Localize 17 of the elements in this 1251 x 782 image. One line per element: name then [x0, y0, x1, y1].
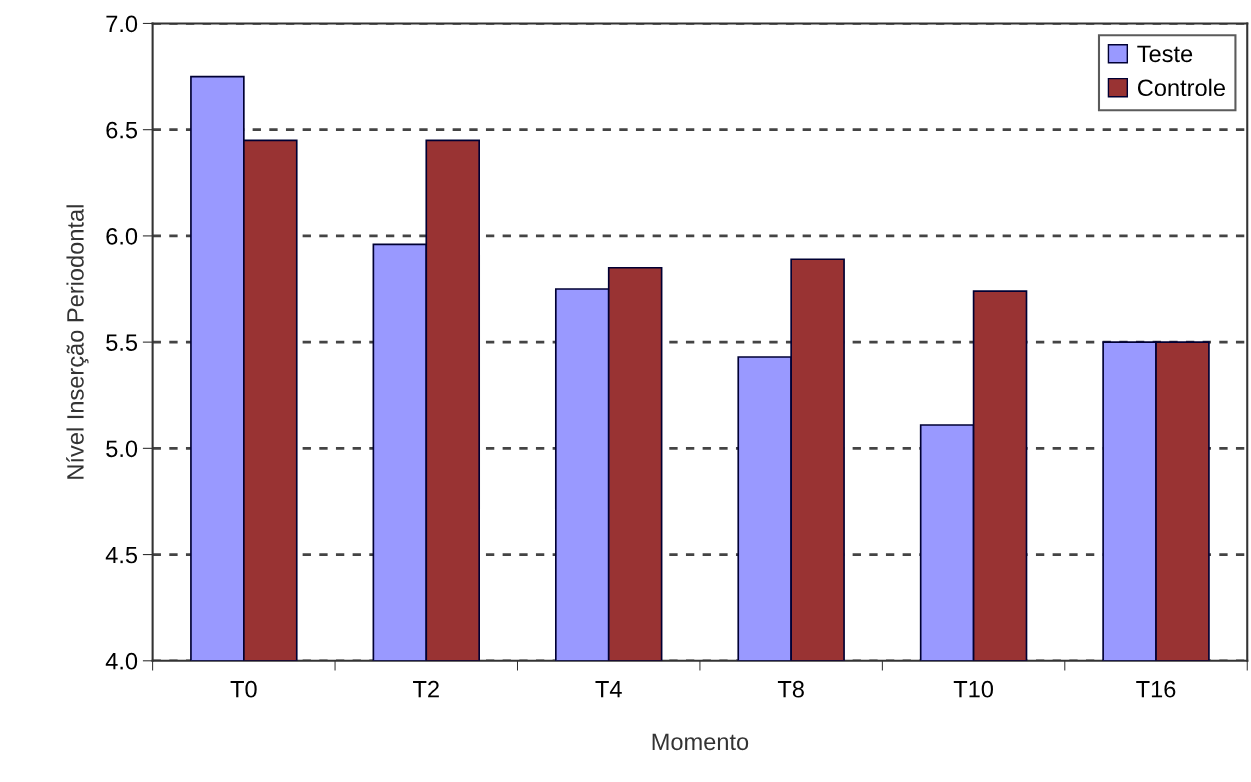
- y-tick-label: 5.0: [106, 440, 138, 458]
- y-tick-label: 6.0: [106, 227, 138, 245]
- y-tick-label: 4.0: [105, 652, 138, 670]
- y-tick-label: 7.0: [106, 15, 138, 33]
- x-tick-label: T16: [1136, 680, 1176, 698]
- x-axis-title: Momento: [652, 733, 749, 751]
- legend-label: Teste: [1137, 45, 1193, 63]
- y-tick-label: 5.5: [106, 334, 138, 351]
- x-tick-label: T0: [230, 680, 257, 698]
- x-tick-label: T4: [595, 681, 622, 698]
- legend-label: Controle: [1137, 78, 1225, 97]
- x-tick-label: T2: [413, 680, 439, 698]
- y-tick-label: 6.5: [106, 121, 138, 139]
- y-axis-title: Nível Inserção Periodontal: [66, 205, 89, 479]
- x-tick-label: T10: [953, 680, 994, 698]
- x-tick-label: T8: [777, 680, 804, 698]
- y-tick-label: 4.5: [105, 546, 138, 564]
